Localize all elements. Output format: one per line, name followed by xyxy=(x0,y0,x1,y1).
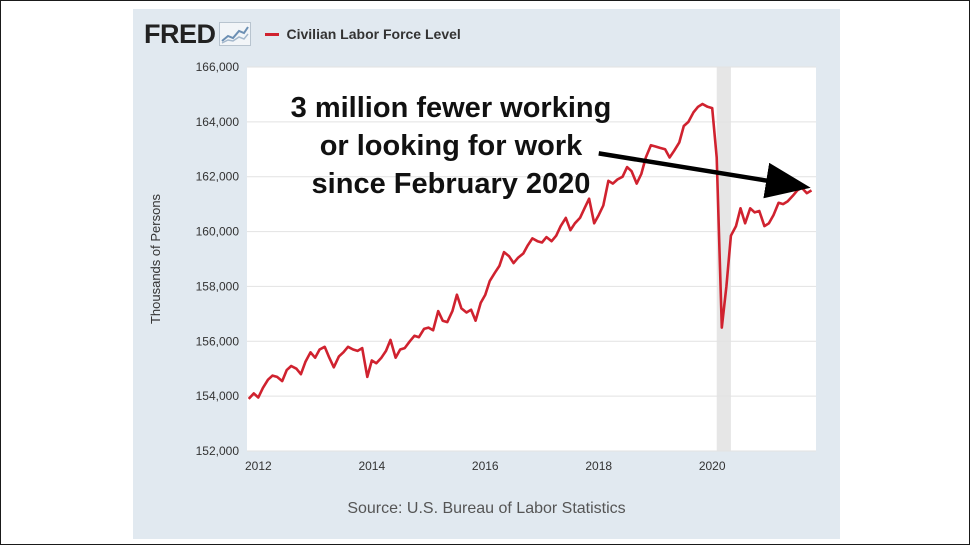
y-axis-label: Thousands of Persons xyxy=(148,193,163,324)
y-tick-label: 154,000 xyxy=(196,389,240,403)
recession-band xyxy=(716,67,731,451)
legend-swatch xyxy=(264,32,279,36)
legend-label: Civilian Labor Force Level xyxy=(286,26,461,42)
graph-header: FRED Civilian Labor Force Level xyxy=(144,19,461,49)
annotation-line: 3 million fewer working xyxy=(291,92,612,124)
y-tick-label: 162,000 xyxy=(196,170,240,184)
y-tick-label: 152,000 xyxy=(196,444,240,458)
annotation-arrow xyxy=(598,151,811,199)
x-tick-label: 2016 xyxy=(472,459,499,473)
line-chart: 152,000 154,000 156,000 158,000 160,000 162,0… xyxy=(148,60,816,473)
x-tick-label: 2018 xyxy=(585,459,612,473)
y-tick-label: 160,000 xyxy=(196,225,240,239)
x-tick-label: 2014 xyxy=(358,459,385,473)
x-tick-label: 2020 xyxy=(699,459,726,473)
annotation-line: or looking for work xyxy=(320,130,583,162)
source-note: Source: U.S. Bureau of Labor Statistics xyxy=(347,500,626,517)
series-line xyxy=(247,102,813,400)
fred-logo-chart-icon xyxy=(218,22,251,46)
fred-logo: FRED xyxy=(144,18,216,49)
y-tick-label: 164,000 xyxy=(196,115,240,129)
x-tick-label: 2012 xyxy=(245,459,272,473)
y-tick-label: 156,000 xyxy=(196,334,240,348)
annotation-line: since February 2020 xyxy=(312,168,591,200)
fred-graph-panel: FRED Civilian Labor Force Level 152,000 1… xyxy=(133,9,840,539)
y-tick-label: 166,000 xyxy=(196,60,240,74)
y-tick-label: 158,000 xyxy=(196,279,240,293)
